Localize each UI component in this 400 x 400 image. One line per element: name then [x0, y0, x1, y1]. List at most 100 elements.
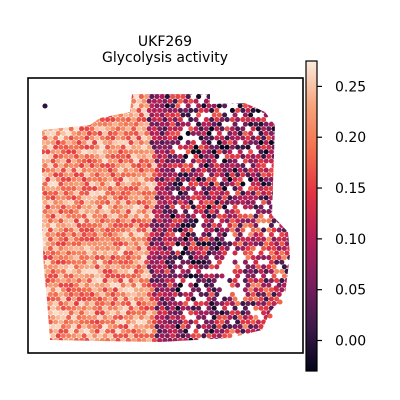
hex-spot	[206, 186, 212, 192]
hex-spot	[196, 287, 202, 293]
hex-spot	[58, 337, 64, 342]
hex-spot	[266, 209, 272, 215]
hex-spot	[92, 103, 98, 109]
hex-spot	[115, 144, 121, 150]
hex-spot	[60, 121, 66, 127]
hex-spot	[107, 121, 113, 127]
hex-spot	[125, 218, 131, 224]
hex-spot	[177, 310, 183, 316]
hex-spot	[118, 176, 124, 182]
hex-spot	[211, 112, 217, 118]
hex-spot	[266, 319, 272, 325]
hex-spot	[177, 328, 183, 334]
hex-spot	[144, 140, 150, 146]
hex-spot	[144, 314, 150, 320]
hex-spot	[45, 259, 51, 265]
hex-spot	[99, 199, 105, 205]
hex-spot	[144, 176, 150, 182]
hex-spot	[92, 250, 98, 256]
hex-spot	[144, 222, 150, 228]
hex-spot	[53, 135, 59, 141]
hex-spot	[287, 227, 290, 233]
hex-spot	[177, 144, 183, 150]
hex-spot	[146, 227, 152, 233]
hex-spot	[146, 98, 152, 104]
hex-spot	[261, 153, 267, 159]
hex-spot	[248, 112, 254, 118]
hex-spot	[50, 130, 56, 136]
hex-spot	[162, 227, 168, 233]
hex-spot	[211, 250, 217, 256]
hex-spot	[211, 121, 217, 127]
hex-spot	[162, 153, 168, 159]
hex-spot	[245, 236, 251, 242]
hex-spot	[50, 287, 56, 293]
hex-spot	[45, 121, 51, 127]
hex-spot	[79, 255, 85, 261]
hex-spot	[138, 333, 144, 339]
hex-spot	[227, 222, 233, 228]
hex-spot	[172, 135, 178, 141]
hex-spot	[131, 227, 137, 233]
hex-spot	[79, 319, 85, 325]
hex-spot	[71, 278, 77, 284]
hex-spot	[53, 190, 59, 196]
hex-spot	[227, 176, 233, 182]
hex-spot	[255, 163, 261, 169]
hex-spot	[188, 319, 194, 325]
hex-spot	[185, 241, 191, 247]
hex-spot	[203, 135, 209, 141]
hex-spot	[188, 94, 194, 95]
hex-spot	[47, 218, 53, 224]
hex-spot	[66, 176, 72, 182]
hex-spot	[76, 296, 82, 302]
hex-spot	[79, 273, 85, 279]
hex-spot	[232, 186, 238, 192]
hex-spot	[159, 195, 165, 201]
hex-spot	[188, 172, 194, 178]
hex-spot	[123, 241, 129, 247]
hex-spot	[71, 195, 77, 201]
hex-spot	[47, 199, 53, 205]
hex-spot	[71, 204, 77, 210]
hex-spot	[170, 167, 176, 173]
hex-spot	[258, 130, 264, 136]
hex-spot	[209, 172, 215, 178]
hex-spot	[63, 282, 69, 288]
hex-spot	[193, 172, 199, 178]
hex-spot	[167, 190, 173, 196]
hex-spot	[279, 222, 285, 228]
hex-spot	[185, 324, 191, 330]
hex-spot	[209, 227, 215, 233]
hex-spot	[268, 121, 274, 127]
hex-spot	[125, 291, 131, 297]
hex-spot	[193, 273, 199, 279]
hex-spot	[110, 135, 116, 141]
hex-spot	[55, 232, 61, 238]
hex-spot	[125, 310, 131, 316]
hex-spot	[45, 112, 51, 118]
hex-spot	[115, 153, 121, 159]
hex-spot	[209, 107, 215, 113]
hex-spot	[50, 232, 56, 238]
hex-spot	[42, 209, 48, 215]
hex-spot	[110, 301, 116, 307]
hex-spot	[94, 218, 100, 224]
hex-spot	[45, 250, 51, 256]
hex-spot	[157, 126, 163, 132]
hex-spot	[164, 333, 170, 339]
hex-spot	[190, 259, 196, 265]
hex-spot	[149, 140, 155, 146]
hex-spot	[196, 333, 202, 339]
hex-spot	[216, 94, 222, 100]
hex-spot	[146, 172, 152, 178]
hex-spot	[47, 135, 53, 141]
hex-spot	[136, 199, 142, 205]
hex-spot	[81, 222, 87, 228]
hex-spot	[42, 190, 48, 196]
hex-spot	[50, 250, 56, 256]
hex-spot	[84, 264, 90, 270]
hex-spot	[84, 209, 90, 215]
hex-spot	[76, 287, 82, 293]
hex-spot	[89, 163, 95, 169]
